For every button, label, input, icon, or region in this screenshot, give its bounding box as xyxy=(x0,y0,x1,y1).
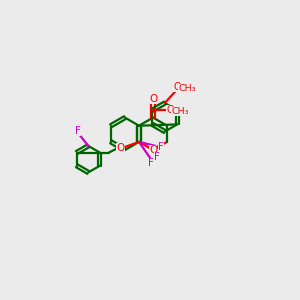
Text: CH₃: CH₃ xyxy=(171,107,189,116)
Text: O: O xyxy=(173,82,181,92)
Text: F: F xyxy=(148,158,154,167)
Text: F: F xyxy=(75,126,81,136)
Text: O: O xyxy=(166,105,174,115)
Text: O: O xyxy=(149,145,157,155)
Text: O: O xyxy=(149,94,157,104)
Text: F: F xyxy=(154,152,160,162)
Text: CH₃: CH₃ xyxy=(178,84,196,93)
Text: O: O xyxy=(116,143,124,153)
Text: F: F xyxy=(158,142,164,152)
